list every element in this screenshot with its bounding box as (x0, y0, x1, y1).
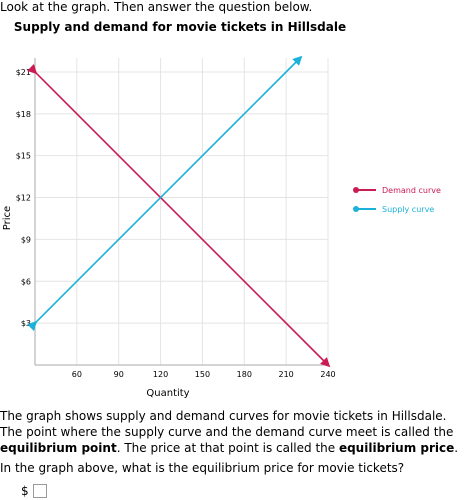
supply-demand-chart: 60 90 120 150 180 210 240 $3 $6 $9 $12 $15 $18 $21 Qu… (2, 55, 336, 399)
supply-swatch-icon (353, 206, 376, 212)
dollar-prefix: $ (21, 484, 29, 498)
y-tick-label: $6 (21, 277, 31, 286)
x-tick-label: 150 (195, 370, 210, 379)
question-text: In the graph above, what is the equilibr… (0, 461, 405, 475)
chart-legend: Demand curve Supply curve (353, 183, 441, 221)
y-tick-label: $21 (16, 68, 31, 77)
y-tick-label: $12 (16, 194, 31, 203)
y-tick-label: $3 (21, 319, 31, 328)
demand-curve-line (27, 64, 331, 368)
instructions: Look at the graph. Then answer the quest… (0, 0, 313, 14)
legend-item-supply: Supply curve (353, 202, 441, 216)
demand-swatch-icon (353, 187, 376, 193)
legend-label-supply: Supply curve (382, 204, 435, 214)
y-tick-label: $9 (21, 235, 31, 244)
term-equilibrium-point: equilibrium point (0, 441, 117, 455)
explanation-paragraph: The graph shows supply and demand curves… (0, 408, 465, 456)
term-equilibrium-price: equilibrium price (338, 441, 455, 455)
explanation-text: The graph shows supply and demand curves… (0, 409, 454, 439)
x-tick-label: 210 (279, 370, 294, 379)
x-tick-label: 90 (114, 370, 124, 379)
x-tick-label: 60 (72, 370, 82, 379)
answer-input[interactable] (32, 484, 47, 498)
x-tick-label: 240 (320, 370, 335, 379)
chart-series (27, 55, 331, 368)
chart-title: Supply and demand for movie tickets in H… (13, 20, 347, 34)
y-axis-label: Price (2, 206, 13, 230)
explanation-text: . (454, 441, 459, 455)
x-tick-label: 180 (237, 370, 252, 379)
axis-tick-labels: 60 90 120 150 180 210 240 $3 $6 $9 $12 $15 $18 $21 (16, 68, 336, 379)
y-tick-label: $18 (16, 110, 31, 119)
explanation-text: . The price at that point is called the (116, 441, 339, 455)
supply-curve-line (27, 55, 303, 332)
answer-row: $ (21, 484, 47, 498)
x-tick-label: 120 (153, 370, 168, 379)
x-axis-label: Quantity (146, 388, 189, 399)
y-tick-label: $15 (16, 152, 31, 161)
legend-label-demand: Demand curve (382, 185, 441, 195)
chart-grid (35, 58, 329, 365)
legend-item-demand: Demand curve (353, 183, 441, 197)
